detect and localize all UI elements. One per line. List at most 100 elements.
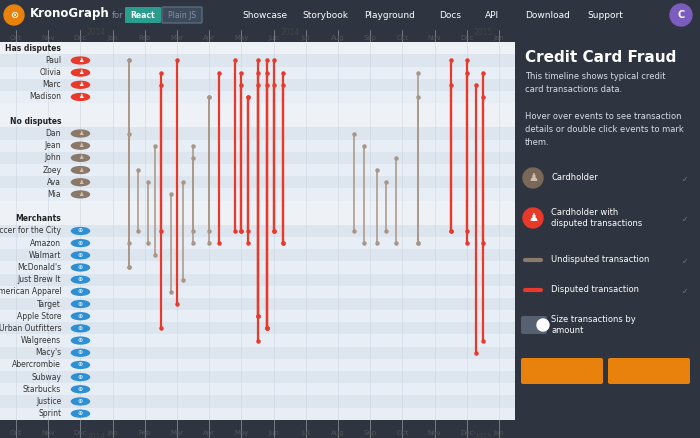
Bar [0,359,515,371]
Bar [0,91,515,103]
Text: ⊕: ⊕ [78,399,83,404]
Bar [0,176,515,188]
Text: Cardholder: Cardholder [551,173,598,183]
Text: API: API [485,11,499,20]
Text: Justice: Justice [36,397,61,406]
Text: ✓: ✓ [682,286,688,296]
Bar [0,127,515,140]
Text: ⊕: ⊕ [78,326,83,331]
Text: ⊕: ⊕ [78,387,83,392]
Bar [0,188,515,201]
Circle shape [71,264,90,271]
Text: Sprint: Sprint [38,409,61,418]
Circle shape [71,337,90,344]
Circle shape [523,168,543,188]
Text: Apr: Apr [203,430,215,436]
Text: Urban Outfitters: Urban Outfitters [0,324,61,333]
Text: Macy's: Macy's [35,348,61,357]
Circle shape [71,386,90,393]
Circle shape [537,319,549,331]
Text: ♟: ♟ [78,168,83,173]
Text: Sep: Sep [364,430,377,436]
Text: ⊕: ⊕ [78,240,83,246]
Text: American Apparel: American Apparel [0,287,61,297]
Circle shape [670,4,692,26]
Circle shape [71,57,90,64]
Text: 2015: 2015 [473,28,492,37]
Bar [0,115,515,127]
Text: ♟: ♟ [78,143,83,148]
Text: ✓: ✓ [682,215,688,223]
Circle shape [71,398,90,405]
Bar [0,383,515,396]
Text: ✓: ✓ [682,174,688,184]
Text: This timeline shows typical credit
card transactions data.

Hover over events to: This timeline shows typical credit card … [525,72,684,147]
Bar [0,335,515,346]
Text: ⊕: ⊕ [78,362,83,367]
Text: Nov: Nov [41,430,55,436]
Bar [0,261,515,274]
Text: Jan: Jan [494,430,504,436]
Text: Storybook: Storybook [302,11,348,20]
Circle shape [71,179,90,186]
Text: Apr: Apr [203,35,215,41]
Bar [0,310,515,322]
Text: No disputes: No disputes [10,117,61,126]
Text: Walgreens: Walgreens [21,336,61,345]
Text: ⊕: ⊕ [78,374,83,380]
Text: Nov: Nov [428,430,441,436]
Text: Aug: Aug [331,430,345,436]
Text: ♟: ♟ [78,58,83,63]
FancyBboxPatch shape [162,7,202,23]
Bar [0,396,515,407]
Text: Mia: Mia [48,190,61,199]
Text: Oct: Oct [396,430,408,436]
Text: Jul: Jul [302,430,310,436]
Text: KronoGraph: KronoGraph [30,7,110,21]
Text: Oct: Oct [10,35,22,41]
Text: 2015: 2015 [473,434,492,438]
Circle shape [71,228,90,234]
Bar [0,164,515,176]
Circle shape [71,81,90,88]
Text: Jan: Jan [494,35,504,41]
Bar [0,237,515,249]
Bar [0,298,515,310]
FancyBboxPatch shape [521,358,603,384]
Text: ⊕: ⊕ [78,411,83,416]
Text: RESET: RESET [636,367,663,375]
Circle shape [71,155,90,161]
Text: Merchants: Merchants [15,214,61,223]
Text: Dec: Dec [460,430,473,436]
Text: ⊕: ⊕ [78,301,83,307]
Text: ✓: ✓ [682,257,688,265]
Text: Feb: Feb [139,35,151,41]
Text: ⊕: ⊕ [78,229,83,233]
Text: Size transactions by
amount: Size transactions by amount [551,315,636,335]
Circle shape [71,361,90,368]
Text: May: May [234,430,248,436]
Text: Just Brew It: Just Brew It [18,275,61,284]
Text: Ava: Ava [47,178,61,187]
Bar [0,201,515,213]
Text: Subway: Subway [32,373,61,381]
Text: Apple Store: Apple Store [17,312,61,321]
Text: Has disputes: Has disputes [6,44,61,53]
Circle shape [71,142,90,149]
Text: Aug: Aug [331,35,345,41]
Bar [0,274,515,286]
Circle shape [71,69,90,76]
Text: ♟: ♟ [78,131,83,136]
Bar [0,103,515,115]
Text: Nov: Nov [41,35,55,41]
Text: Plain JS: Plain JS [168,11,196,20]
Text: ♟: ♟ [78,155,83,160]
Bar [0,42,515,54]
Bar [0,225,515,237]
Text: ⊕: ⊕ [78,253,83,258]
Text: 2014: 2014 [280,28,300,37]
Bar [0,54,515,67]
Text: Walmart: Walmart [29,251,61,260]
Text: Zoey: Zoey [42,166,61,175]
Text: Olivia: Olivia [39,68,61,77]
